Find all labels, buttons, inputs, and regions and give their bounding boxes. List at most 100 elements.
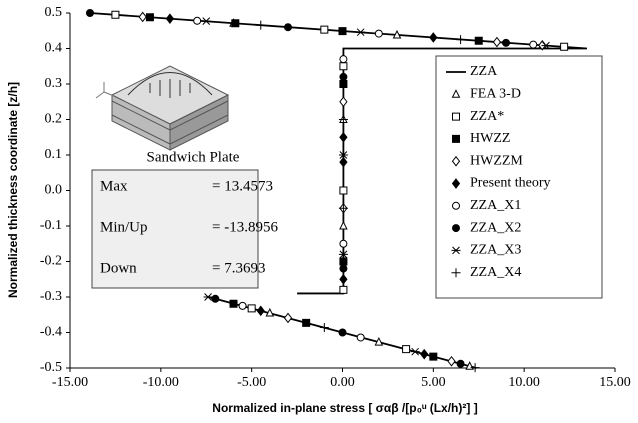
y-tick-label: -0.4	[40, 325, 62, 340]
x-tick-label: -5.00	[237, 375, 266, 390]
legend-marker	[451, 268, 461, 278]
legend-label: HWZZM	[470, 153, 523, 168]
legend-marker	[452, 112, 460, 121]
data-point	[402, 345, 411, 354]
data-point	[203, 293, 213, 301]
legend-label: HWZZ	[470, 131, 510, 146]
data-point	[474, 36, 483, 45]
data-point	[339, 257, 348, 266]
data-point	[339, 96, 348, 108]
data-point	[319, 323, 329, 333]
data-point	[339, 273, 348, 285]
legend-label: ZZA_X3	[470, 243, 521, 258]
data-point	[374, 29, 383, 38]
annotation-value: = 13.4573	[212, 178, 273, 194]
legend-marker	[452, 134, 460, 143]
data-point	[85, 9, 94, 17]
data-point	[145, 13, 154, 22]
data-point	[470, 363, 480, 373]
data-point	[560, 42, 569, 51]
data-point	[338, 250, 348, 259]
data-point	[339, 264, 348, 273]
legend-marker	[452, 201, 460, 210]
data-point	[339, 131, 348, 143]
y-tick-label: 0.4	[45, 41, 63, 56]
data-point	[429, 32, 438, 43]
data-point	[356, 28, 366, 37]
y-tick-label: 0.5	[45, 5, 63, 20]
x-tick-label: 15.00	[599, 375, 631, 390]
data-point	[529, 40, 538, 49]
legend-label: ZZA_X2	[470, 220, 521, 235]
y-tick-label: 0.0	[45, 183, 63, 198]
data-point	[447, 355, 456, 367]
data-point	[502, 38, 510, 47]
y-tick-label: -0.5	[40, 360, 62, 375]
y-tick-label: -0.1	[40, 218, 62, 233]
y-tick-label: -0.2	[40, 254, 62, 269]
data-point	[238, 301, 247, 310]
data-point	[165, 13, 175, 24]
data-point	[338, 27, 347, 36]
data-point	[265, 307, 275, 317]
data-point	[229, 299, 238, 308]
x-tick-label: -15.00	[52, 375, 88, 390]
annotation-value: = 7.3693	[212, 260, 265, 276]
x-tick-label: 10.00	[508, 375, 540, 390]
data-point	[339, 156, 348, 168]
legend-label: ZZA	[470, 64, 498, 79]
data-point	[283, 312, 293, 324]
data-point	[320, 25, 329, 34]
y-axis-title: Normalized thickness coordinate [z/h]	[6, 82, 20, 298]
data-point	[429, 352, 438, 361]
annotation-label: Down	[100, 260, 137, 276]
data-point	[456, 359, 465, 368]
data-point	[339, 72, 348, 81]
y-tick-label: -0.3	[40, 289, 62, 304]
legend-marker	[451, 246, 461, 255]
data-point	[338, 203, 348, 213]
data-point	[211, 294, 220, 303]
inset-label: Sandwich Plate	[147, 149, 240, 165]
data-point	[420, 348, 429, 360]
x-tick-label: 0.00	[330, 375, 355, 390]
data-point	[339, 80, 348, 88]
data-point	[541, 41, 551, 50]
x-axis-title: Normalized in-plane stress [ σαβ /[p₀ᵘ (…	[212, 401, 477, 415]
data-point	[338, 328, 347, 337]
annotation-label: Max	[100, 178, 128, 194]
data-point	[339, 285, 348, 294]
data-point	[339, 220, 348, 230]
legend-label: FEA 3-D	[470, 87, 521, 102]
annotation-value: = -13.8956	[212, 219, 278, 235]
data-point	[339, 186, 348, 195]
legend-label: ZZA_X1	[470, 198, 521, 213]
data-point	[392, 29, 402, 39]
legend	[435, 55, 603, 299]
annotation-label: Min/Up	[100, 219, 148, 235]
data-point	[201, 17, 211, 26]
data-point	[138, 11, 147, 23]
data-point	[339, 239, 348, 248]
data-point	[231, 19, 240, 28]
data-point	[456, 35, 466, 45]
data-point	[302, 318, 311, 327]
data-point	[339, 62, 348, 71]
data-point	[193, 16, 202, 25]
legend-marker	[451, 89, 461, 98]
y-tick-label: 0.1	[45, 147, 63, 162]
annotation-box	[91, 169, 259, 289]
data-point	[284, 23, 292, 32]
y-tick-label: 0.3	[45, 76, 63, 91]
data-point	[410, 347, 420, 356]
legend-label: ZZA*	[470, 109, 504, 124]
x-tick-label: -10.00	[143, 375, 179, 390]
data-point	[339, 55, 348, 64]
x-tick-label: 5.00	[421, 375, 446, 390]
data-point	[374, 336, 384, 346]
data-point	[256, 20, 266, 30]
plate-illustration	[95, 65, 230, 151]
legend-marker	[451, 155, 461, 167]
legend-marker	[451, 178, 461, 189]
